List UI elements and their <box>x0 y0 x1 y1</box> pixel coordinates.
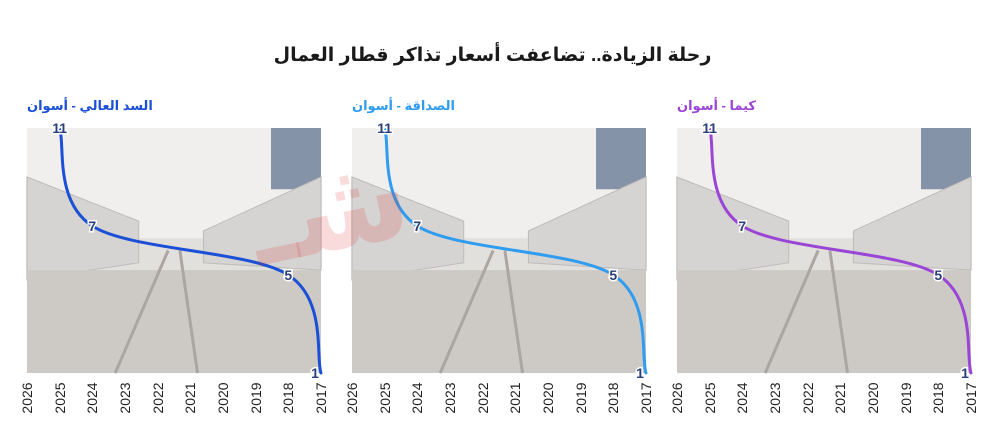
x-tick-label: 2020 <box>865 382 881 414</box>
chart-panel-kima: كيما - أسوان 11 7 5 1 2026 2025 2024 2023 2022 2… <box>669 98 979 440</box>
photo-rail <box>113 249 170 374</box>
x-tick-label: 2020 <box>540 382 556 414</box>
panel-title: الصداقة - أسوان <box>352 98 456 113</box>
plot-area: 11 7 5 1 <box>676 119 973 383</box>
x-tick-label: 2024 <box>84 382 101 414</box>
x-tick-label: 2017 <box>313 382 329 414</box>
x-tick-label: 2017 <box>963 382 979 414</box>
x-tick-label: 2022 <box>799 382 816 414</box>
chart-panel-sadaka: الصداقة - أسوان 11 7 5 1 2026 2025 2024 2023 20… <box>344 98 654 440</box>
photo-ground <box>352 270 646 373</box>
photo-ground <box>677 270 971 373</box>
photo-rail <box>438 249 495 374</box>
x-tick-label: 2021 <box>507 382 524 414</box>
x-tick-label: 2019 <box>572 382 589 414</box>
photo-rail <box>763 249 820 374</box>
data-label: 11 <box>52 120 67 136</box>
data-label: 11 <box>702 120 717 136</box>
data-label: 1 <box>311 365 319 381</box>
chart-panel-high-dam: السد العالي - أسوان 11 7 5 1 2026 2025 2024 20… <box>19 98 329 440</box>
photo-building <box>596 128 646 190</box>
photo-train-left <box>676 176 790 281</box>
data-label: 11 <box>377 120 392 136</box>
photo-rail <box>178 250 200 374</box>
photo-overlay <box>677 128 971 373</box>
x-tick-label: 2017 <box>638 382 654 414</box>
photo-rail <box>828 250 850 374</box>
x-tick-label: 2024 <box>734 382 751 414</box>
data-label: 5 <box>934 267 942 283</box>
x-tick-label: 2021 <box>832 382 849 414</box>
x-tick-label: 2025 <box>51 382 68 414</box>
panel-title: السد العالي - أسوان <box>27 98 153 113</box>
series-line <box>58 126 323 375</box>
x-tick-label: 2022 <box>474 382 491 414</box>
data-label: 5 <box>284 267 292 283</box>
series-line <box>708 126 973 375</box>
photo-building <box>921 128 971 190</box>
photo-train-left <box>26 176 140 281</box>
x-tick-label: 2019 <box>247 382 264 414</box>
x-tick-label: 2020 <box>215 382 231 414</box>
data-label: 7 <box>88 218 96 234</box>
x-tick-label: 2018 <box>930 382 947 414</box>
x-tick-label: 2026 <box>669 382 685 414</box>
series-line <box>383 126 648 375</box>
x-tick-label: 2019 <box>897 382 914 414</box>
x-tick-label: 2023 <box>117 382 133 414</box>
plot-area: 11 7 5 1 <box>351 119 648 383</box>
photo-rail <box>503 250 525 374</box>
panel-title: كيما - أسوان <box>677 98 756 113</box>
photo-building <box>271 128 321 190</box>
plot-area: 11 7 5 1 <box>26 119 323 383</box>
x-tick-label: 2022 <box>149 382 166 414</box>
x-tick-label: 2026 <box>19 382 35 414</box>
x-tick-label: 2023 <box>442 382 458 414</box>
data-label: 1 <box>636 365 644 381</box>
photo-overlay <box>352 128 646 373</box>
photo-ground <box>27 270 321 373</box>
x-tick-label: 2024 <box>409 382 426 414</box>
x-tick-label: 2021 <box>182 382 199 414</box>
x-tick-label: 2018 <box>605 382 622 414</box>
x-tick-label: 2023 <box>767 382 783 414</box>
x-tick-label: 2026 <box>344 382 360 414</box>
data-label: 7 <box>738 218 746 234</box>
photo-train-left <box>351 176 465 281</box>
data-label: 5 <box>609 267 617 283</box>
data-label: 1 <box>961 365 969 381</box>
chart-title: رحلة الزيادة.. تضاعفت أسعار تذاكر قطار ا… <box>273 45 712 66</box>
photo-overlay <box>27 128 321 373</box>
x-tick-label: 2025 <box>376 382 393 414</box>
x-tick-label: 2018 <box>280 382 297 414</box>
data-label: 7 <box>413 218 421 234</box>
x-tick-label: 2025 <box>701 382 718 414</box>
